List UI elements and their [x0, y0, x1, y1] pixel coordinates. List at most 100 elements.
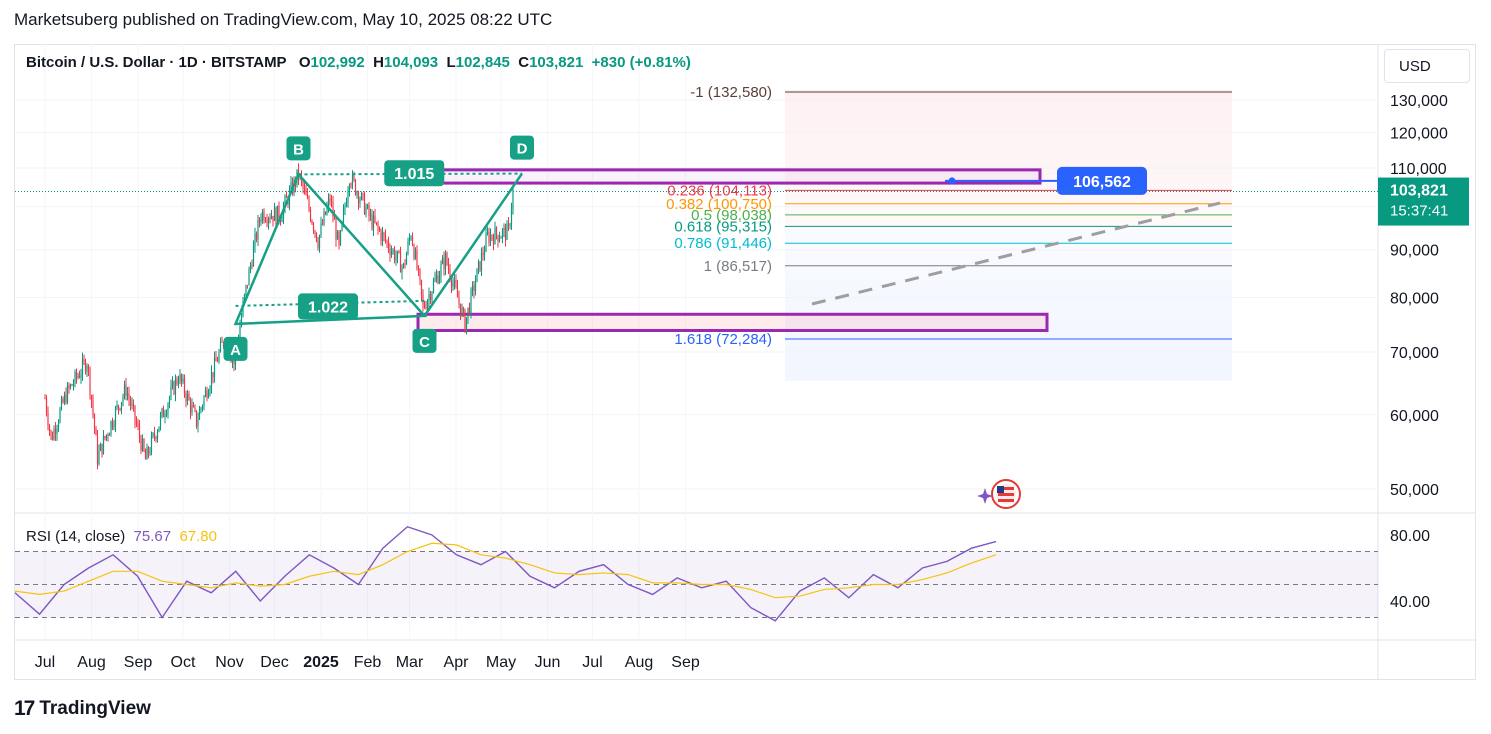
currency-button[interactable]: USD	[1384, 49, 1470, 83]
candle-body	[177, 382, 180, 384]
rsi-name: RSI (14, close)	[26, 528, 126, 545]
candle-body	[233, 360, 235, 365]
fib-level-label: 0.236 (104,113)	[667, 182, 772, 199]
candle-body	[120, 402, 123, 410]
candle-body	[401, 266, 403, 273]
candle-body	[123, 384, 126, 397]
candle-body	[72, 384, 75, 386]
candle-body	[174, 378, 177, 395]
candle-body	[485, 234, 487, 252]
candle-body	[414, 250, 417, 259]
candle-body	[366, 205, 369, 208]
candle-body	[137, 424, 139, 427]
candle-body	[428, 294, 430, 301]
candle-body	[419, 268, 421, 281]
candle-body	[95, 428, 97, 436]
candle-body	[354, 179, 357, 195]
candle-body	[431, 292, 433, 301]
candle-body	[195, 410, 198, 427]
candle-body	[122, 396, 124, 403]
candle-body	[510, 208, 513, 225]
rsi-value: 75.67	[133, 528, 172, 545]
pattern-point-label: D	[517, 141, 528, 158]
candle-body	[311, 220, 313, 224]
candle-body	[455, 279, 457, 288]
symbol-legend: Bitcoin / U.S. Dollar · 1D · BITSTAMP O1…	[26, 54, 691, 71]
candle-body	[149, 452, 151, 454]
candle-body	[278, 205, 280, 220]
pattern-ratio-label: 1.015	[394, 166, 434, 183]
fib-level-label: 0.618 (95,315)	[674, 218, 772, 235]
candle-body	[323, 211, 325, 225]
candle-body	[98, 450, 100, 465]
candle-body	[476, 268, 478, 283]
low-value: 102,845	[455, 54, 510, 71]
candle-body	[458, 297, 460, 304]
candle-body	[144, 450, 147, 460]
candle-body	[176, 378, 178, 384]
candle-body	[492, 237, 495, 245]
candle-body	[461, 308, 463, 316]
candle-body	[215, 357, 217, 362]
us-flag-icon[interactable]	[991, 479, 1021, 509]
candle-body	[486, 231, 489, 235]
time-tick-label: Aug	[77, 654, 105, 671]
candle-body	[189, 399, 192, 413]
candle-body	[132, 403, 135, 406]
fib-level-label: 0.382 (100,750)	[666, 196, 772, 213]
candle-body	[447, 264, 450, 270]
candle-body	[117, 405, 120, 409]
candle-body	[69, 384, 72, 388]
candle-body	[269, 218, 271, 220]
candle-body	[201, 405, 204, 408]
candle-body	[204, 390, 207, 397]
tradingview-logo-icon: 17	[14, 697, 35, 720]
candle-body	[243, 294, 246, 302]
candle-body	[119, 408, 121, 410]
rsi-line	[14, 525, 997, 622]
candle-body	[353, 174, 355, 180]
candle-body	[47, 412, 49, 426]
candle-body	[152, 433, 154, 436]
candle-body	[333, 216, 336, 220]
candle-body	[113, 425, 115, 428]
candle-body	[125, 384, 127, 396]
low-label: L	[446, 54, 456, 71]
candle-body	[402, 263, 405, 267]
time-tick-label: Oct	[171, 654, 196, 671]
candle-body	[263, 211, 265, 221]
candle-body	[446, 252, 448, 265]
candle-body	[359, 199, 361, 203]
candle-body	[372, 215, 375, 229]
candle-body	[168, 397, 171, 404]
candle-body	[83, 359, 85, 362]
candle-body	[440, 263, 442, 276]
pattern-bd-ratio-line	[298, 172, 523, 176]
candle-body	[381, 232, 384, 241]
candle-body	[489, 234, 492, 243]
candle-body	[405, 253, 408, 265]
candle-body	[65, 394, 67, 403]
candle-body	[383, 232, 385, 236]
candle-body	[395, 257, 397, 261]
price-tick-label: 80,000	[1390, 291, 1439, 308]
pattern-cd-leg	[423, 172, 524, 317]
candle-body	[257, 219, 259, 240]
time-tick-label: Dec	[260, 654, 288, 671]
candle-body	[360, 193, 363, 200]
candle-body	[356, 192, 358, 195]
footer-brand[interactable]: 17 TradingView	[14, 697, 151, 721]
candle-body	[150, 435, 153, 453]
candle-body	[368, 205, 370, 216]
sparkle-icon	[977, 488, 993, 504]
candle-body	[135, 421, 138, 425]
candle-body	[44, 398, 46, 400]
candle-body	[63, 394, 66, 403]
candle-body	[507, 223, 510, 226]
price-tick-label: 130,000	[1390, 93, 1448, 110]
candle-body	[164, 415, 166, 418]
candle-body	[504, 227, 507, 240]
time-tick-label: Jul	[582, 654, 602, 671]
candle-body	[153, 433, 156, 437]
